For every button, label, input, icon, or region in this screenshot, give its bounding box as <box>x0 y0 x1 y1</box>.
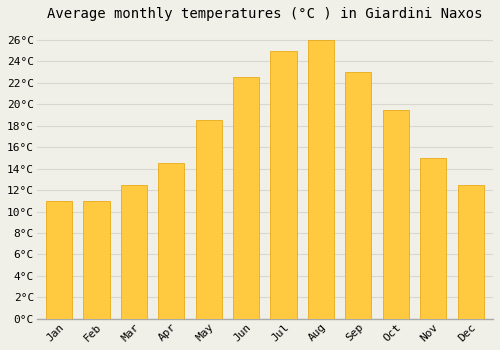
Bar <box>308 40 334 319</box>
Bar <box>382 110 409 319</box>
Title: Average monthly temperatures (°C ) in Giardini Naxos: Average monthly temperatures (°C ) in Gi… <box>47 7 482 21</box>
Bar <box>121 185 147 319</box>
Bar <box>233 77 260 319</box>
Bar <box>196 120 222 319</box>
Bar <box>420 158 446 319</box>
Bar <box>346 72 372 319</box>
Bar <box>84 201 110 319</box>
Bar <box>46 201 72 319</box>
Bar <box>158 163 184 319</box>
Bar <box>270 50 296 319</box>
Bar <box>458 185 483 319</box>
